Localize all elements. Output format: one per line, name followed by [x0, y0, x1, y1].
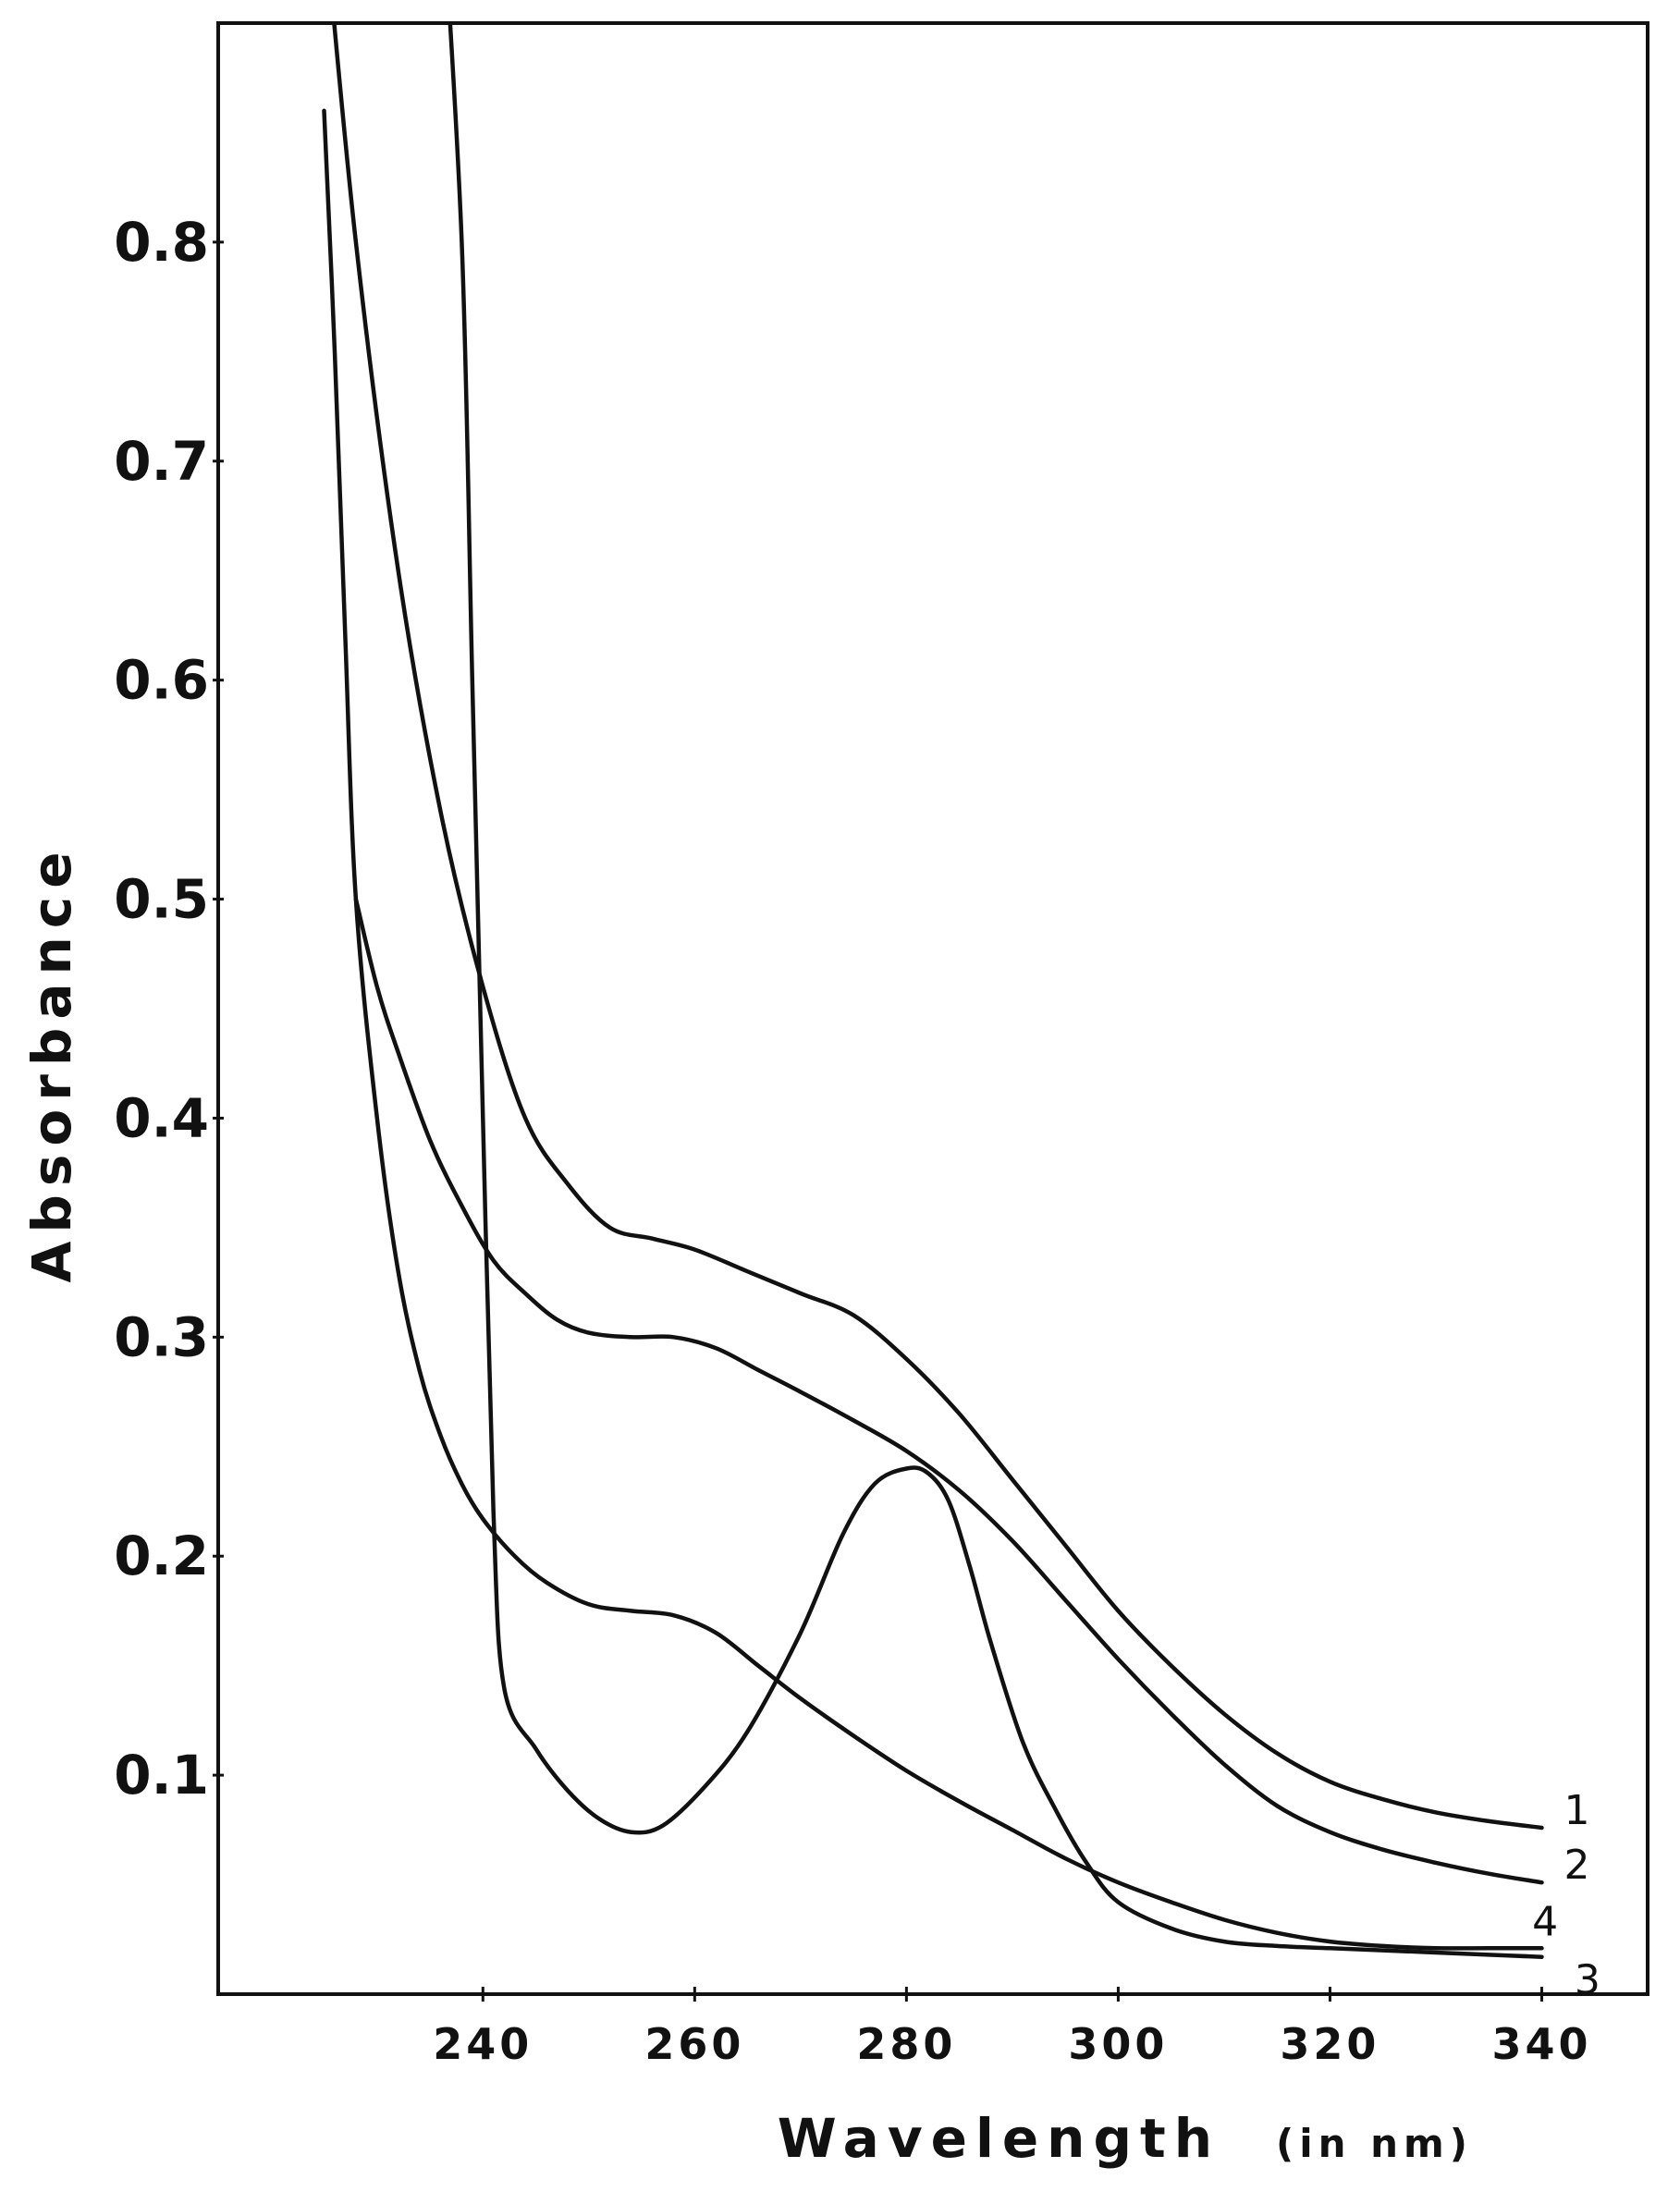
series-label-2: 2 — [1564, 1842, 1589, 1889]
x-tick-label: 280 — [856, 2019, 956, 2069]
y-tick-label: 0.2 — [114, 1525, 209, 1587]
x-axis-ticks: 240 260 280 300 320 340 — [433, 1987, 1591, 2069]
y-tick-label: 0.1 — [114, 1744, 209, 1806]
series-line-1 — [332, 23, 1544, 1831]
series-line-3 — [448, 23, 1544, 1959]
series-labels: 1 2 34 — [1532, 1787, 1600, 2004]
series-curves — [322, 23, 1544, 1959]
x-tick-label: 320 — [1280, 2019, 1380, 2069]
y-tick-label: 0.4 — [114, 1086, 209, 1149]
y-tick-label: 0.3 — [114, 1305, 209, 1368]
y-tick-label: 0.6 — [114, 649, 209, 712]
x-tick-label: 300 — [1068, 2019, 1168, 2069]
x-axis-unit: (in nm) — [1276, 2121, 1473, 2166]
series-label-3: 3 — [1575, 1957, 1600, 2004]
y-tick-label: 0.8 — [114, 211, 209, 274]
series-label-1: 1 — [1564, 1787, 1589, 1834]
plot-frame — [216, 21, 1649, 1996]
y-axis-ticks: 0.1 0.2 0.3 0.4 0.5 0.6 0.7 0.8 — [114, 211, 224, 1806]
x-tick-label: 240 — [433, 2019, 533, 2069]
x-tick-label: 340 — [1491, 2019, 1591, 2069]
series-line-2 — [353, 897, 1544, 1885]
series-label-4: 4 — [1532, 1898, 1558, 1945]
series-line-4 — [322, 108, 1544, 1951]
y-tick-label: 0.5 — [114, 868, 209, 931]
y-axis-title: Absorbance — [20, 843, 83, 1282]
y-tick-label: 0.7 — [114, 430, 209, 493]
x-axis-title: Wavelength — [778, 2107, 1220, 2170]
x-tick-label: 260 — [644, 2019, 744, 2069]
